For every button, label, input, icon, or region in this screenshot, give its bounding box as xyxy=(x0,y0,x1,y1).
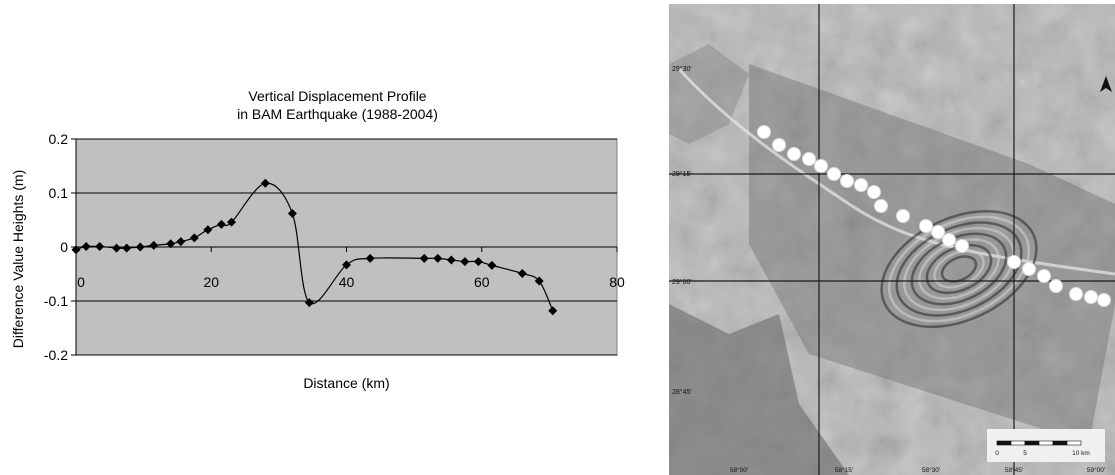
data-point-diamond xyxy=(419,253,429,263)
data-point-diamond xyxy=(304,298,314,308)
profile-point xyxy=(1022,262,1036,276)
data-point-diamond xyxy=(112,243,122,253)
data-point-diamond xyxy=(365,253,375,263)
scale-bar-label: 0 xyxy=(995,450,999,457)
profile-point xyxy=(1069,287,1083,301)
y-axis-label: Difference Value Heights (m) xyxy=(10,170,26,348)
mountain-region-nw xyxy=(669,44,749,144)
scale-bar-segment xyxy=(1024,440,1040,446)
profile-point xyxy=(772,138,786,152)
data-point-diamond xyxy=(342,260,351,270)
data-point-diamond xyxy=(517,268,527,278)
data-point-diamond xyxy=(95,241,105,251)
y-tick-label: 0.1 xyxy=(49,185,69,201)
scale-bar-label: 5 xyxy=(1023,450,1027,457)
profile-point xyxy=(827,167,841,181)
profile-point xyxy=(840,174,854,188)
data-point-diamond xyxy=(135,242,145,252)
data-point-diamond xyxy=(122,243,132,253)
y-tick-label: 0.2 xyxy=(49,131,69,147)
profile-point xyxy=(1037,269,1051,283)
radar-swath xyxy=(749,64,1115,444)
longitude-label: 58°30' xyxy=(922,466,940,474)
profile-point xyxy=(814,159,828,173)
profile-point xyxy=(1007,255,1021,269)
displacement-chart: Vertical Displacement Profile in BAM Ear… xyxy=(10,88,625,391)
interferogram-fringe xyxy=(880,209,1038,329)
scale-bar-segment xyxy=(1066,440,1082,446)
chart-plot-svg: 0.2 0.1 0 -0.1 -0.2 0 20 40 60 80 Distance (km) Dif… xyxy=(10,131,625,391)
longitude-label: 58°45' xyxy=(1005,466,1023,474)
data-point-diamond xyxy=(149,240,159,250)
data-point-diamond xyxy=(534,276,544,286)
profile-point xyxy=(955,239,969,253)
data-point-diamond xyxy=(287,209,297,219)
profile-point xyxy=(1097,293,1111,307)
profile-point xyxy=(802,152,816,166)
data-point-diamond xyxy=(433,253,443,263)
x-axis-label: Distance (km) xyxy=(303,375,389,391)
interferogram-fringe xyxy=(940,255,978,283)
chart-title-line-2: in BAM Earthquake (1988-2004) xyxy=(237,106,438,122)
data-point-diamond xyxy=(460,257,470,267)
x-tick-label: 60 xyxy=(474,274,490,290)
data-point-diamond xyxy=(203,225,213,235)
x-tick-label: 80 xyxy=(609,274,625,290)
y-tick-label: 0 xyxy=(60,239,68,255)
profile-point xyxy=(854,178,868,192)
profile-point xyxy=(896,209,910,223)
interferogram-fringe xyxy=(925,243,993,295)
data-point-diamond xyxy=(487,260,497,270)
latitude-label: 29°00' xyxy=(672,278,692,286)
longitude-label: 58°00' xyxy=(730,466,748,474)
data-point-diamond xyxy=(473,257,483,267)
satellite-interferogram-map: 29°30' 29°15' 29°00' 28°45' 58°00' 58°15' 58°3… xyxy=(669,4,1115,475)
scale-bar-segment xyxy=(996,440,1012,446)
data-point-diamond xyxy=(81,241,91,251)
chart-title-line-1: Vertical Displacement Profile xyxy=(248,88,427,104)
data-point-diamond xyxy=(548,306,558,316)
y-tick-label: -0.2 xyxy=(44,347,68,363)
y-tick-label: -0.1 xyxy=(44,293,68,309)
data-point-diamond xyxy=(166,239,176,249)
profile-point xyxy=(874,199,888,213)
x-tick-label: 0 xyxy=(77,274,85,290)
scale-bar-segment xyxy=(1052,440,1068,446)
data-point-diamond xyxy=(176,237,186,247)
scale-bar-segment xyxy=(1010,440,1026,446)
latitude-label: 29°30' xyxy=(672,65,692,73)
profile-point xyxy=(1049,279,1063,293)
scale-bar-box xyxy=(987,429,1105,462)
latitude-label: 29°15' xyxy=(672,170,692,178)
profile-point xyxy=(919,219,933,233)
profile-point xyxy=(787,147,801,161)
scale-bar-label: 10 km xyxy=(1072,450,1090,457)
latitude-label: 28°45' xyxy=(672,388,692,396)
data-point-diamond xyxy=(446,255,456,265)
x-tick-label: 40 xyxy=(339,274,355,290)
profile-point xyxy=(867,185,881,199)
longitude-label: 58°15' xyxy=(835,466,853,474)
map-svg: 29°30' 29°15' 29°00' 28°45' 58°00' 58°15' 58°3… xyxy=(669,4,1115,475)
data-point-diamond xyxy=(260,178,270,188)
mountain-region-sw xyxy=(669,304,849,475)
data-point-diamond xyxy=(227,217,237,227)
data-point-diamond xyxy=(216,219,226,229)
data-point-diamond xyxy=(189,233,199,243)
interferogram-fringe xyxy=(933,249,985,289)
scale-bar-segment xyxy=(1038,440,1054,446)
profile-point xyxy=(1084,290,1098,304)
profile-point xyxy=(942,233,956,247)
profile-point xyxy=(931,225,945,239)
profile-point xyxy=(757,125,771,139)
data-point-diamond xyxy=(71,245,81,255)
north-arrow-icon xyxy=(1100,76,1112,92)
x-tick-label: 20 xyxy=(203,274,219,290)
longitude-label: 59°00' xyxy=(1087,466,1105,474)
